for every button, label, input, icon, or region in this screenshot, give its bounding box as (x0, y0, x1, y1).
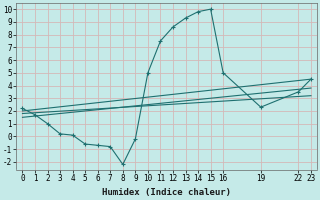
X-axis label: Humidex (Indice chaleur): Humidex (Indice chaleur) (102, 188, 231, 197)
